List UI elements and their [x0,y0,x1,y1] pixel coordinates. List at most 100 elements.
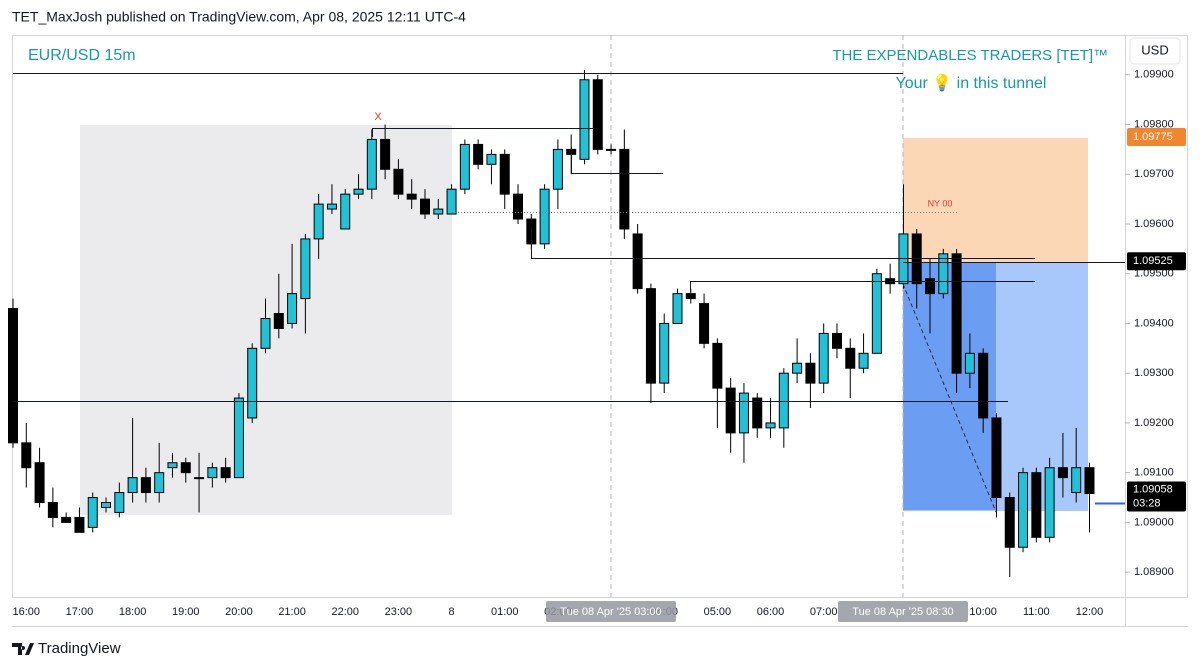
candle-body [34,462,45,504]
x-tick-label: 07:00 [810,606,838,618]
candle-body [871,273,882,354]
candle-body [699,303,710,344]
candle-body [247,347,258,419]
candle-body [938,253,949,295]
axes: 1.08900 1.09000 1.09100 1.09200 1.09300 1.094… [13,69,1186,618]
candle-body [672,293,683,324]
countdown-label: 03:28 [1133,497,1161,509]
footer-text: TradingView [38,640,121,657]
candle-body [752,397,763,429]
y-tick-label: 1.09700 [1134,168,1174,180]
y-tick-label: 1.08900 [1134,566,1174,578]
x-tick-label: 10:00 [969,606,997,618]
candle-body [964,352,975,374]
candle-body [140,477,151,494]
candle-body [712,342,723,389]
x-tick-label: 8 [449,606,455,618]
candle-body [606,148,617,151]
candle-body [725,387,736,434]
y-tick-label: 1.09200 [1134,417,1174,429]
candle-body [87,497,98,528]
x-tick-label: 06:00 [757,606,785,618]
x-tick-label: 23:00 [385,606,413,618]
candle-body [273,313,284,329]
candle-body [539,188,550,245]
candle-body [978,352,989,419]
tagline: Your 💡 in this tunnel [896,73,1047,92]
level-bracket [571,147,663,174]
target-zone [903,138,1088,262]
candle-body [393,168,404,195]
candle-body [446,188,457,215]
level-bracket [372,128,597,137]
candle-body [499,153,510,195]
annotation: X [374,111,382,123]
candle-body [233,397,244,479]
candle-body [659,322,670,384]
x-tick-label: 22:00 [331,606,359,618]
crosshair-time: Tue 08 Apr '25 08:30 [852,606,953,618]
drawings-over [13,73,1125,513]
candle-body [194,477,205,480]
currency-label[interactable]: USD [1141,42,1168,57]
candle-body [632,233,643,290]
current-price-label: 1.09058 [1133,483,1173,495]
candle-body [858,352,869,369]
candle-body [619,148,630,230]
x-tick-label: 20:00 [225,606,253,618]
candle-body [300,238,311,300]
y-tick-label: 1.09100 [1134,467,1174,479]
currency-button[interactable] [1129,37,1181,65]
candle-body [592,79,603,150]
candle-body [579,79,590,160]
publish-header: TET_MaxJosh published on TradingView.com… [12,9,466,25]
logo-icon [12,643,34,655]
candle-body [180,462,191,474]
level-bracket [690,281,1035,292]
candle-body [74,516,85,533]
x-tick-label: 01:00 [491,606,519,618]
crosshair-time-box [546,601,676,622]
annotation: NY 00 [928,198,953,208]
candle-body [486,153,497,165]
candle-body [513,193,524,220]
y-tick-label: 1.09600 [1134,218,1174,230]
crosshair-time: Tue 08 Apr '25 03:00 [560,606,661,618]
candle-body [1018,472,1029,548]
candle-body [473,143,484,165]
candle-body [167,462,178,469]
candle-body [260,317,271,349]
candle-body [778,372,789,429]
candle-body [1084,467,1095,495]
candle-body [1031,472,1042,538]
candle-body [1044,467,1055,538]
x-tick-label: 05:00 [704,606,732,618]
candle-body [685,293,696,300]
candle-body [366,138,377,190]
candle-body [207,467,218,479]
candle-body [792,362,803,374]
y-tick-label: 1.09800 [1134,118,1174,130]
candle-body [1071,467,1082,494]
y-tick-label: 1.09900 [1134,69,1174,81]
price-tag-label: 1.09525 [1133,255,1173,267]
chart-title: EUR/USD 15m [28,47,136,64]
candle-body [114,492,125,513]
candle-body [47,502,58,518]
candle-body [738,392,749,434]
candle-body [154,472,165,494]
x-tick-label: 11:00 [1023,606,1050,618]
candle-body [419,198,430,215]
x-tick-label: 12:00 [1076,606,1104,618]
candle-body [991,417,1002,499]
price-tag-label: 1.09775 [1133,131,1173,143]
price-tag [1127,252,1186,271]
candle-body [831,332,842,349]
x-tick-label: 17:00 [66,606,94,618]
candle-body [220,467,231,479]
candle-body [459,143,470,190]
candle-body [845,347,856,369]
x-tick-label: 21:00 [278,606,306,618]
x-tick-label: 18:00 [119,606,147,618]
